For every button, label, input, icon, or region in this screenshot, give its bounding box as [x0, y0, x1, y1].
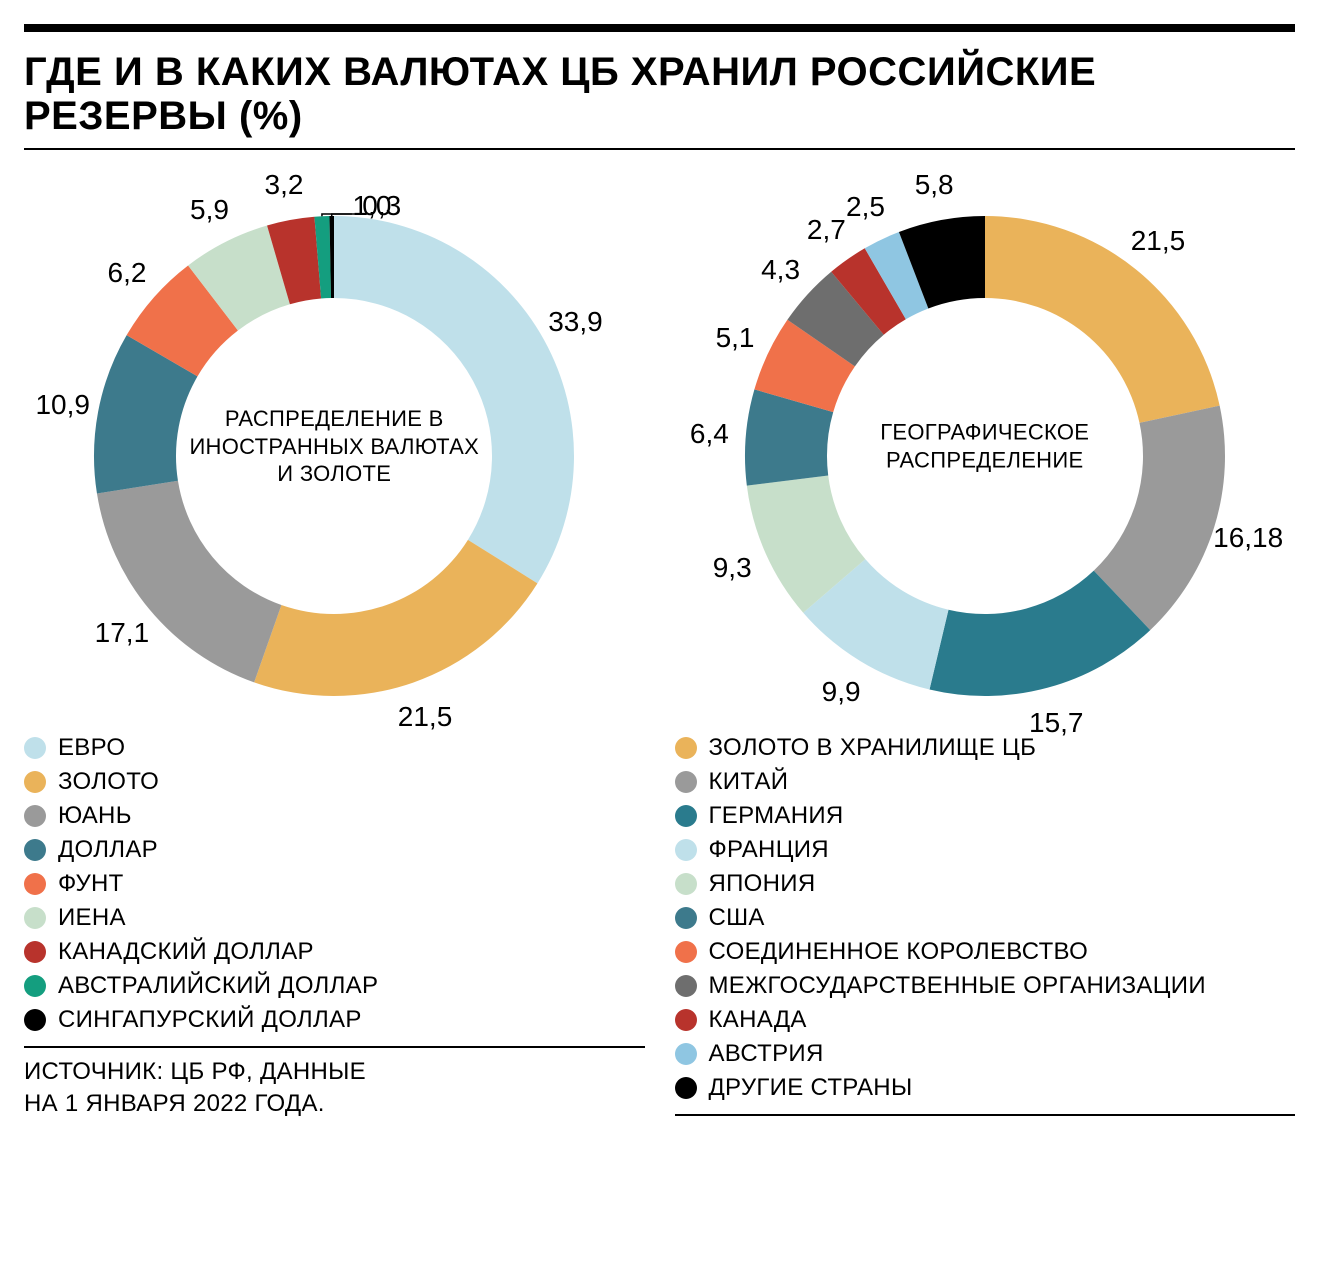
legend-label: ЗОЛОТО [58, 768, 159, 796]
slice-value-label: 6,2 [108, 257, 147, 289]
legend-row: ЗОЛОТО [24, 768, 645, 796]
slice-value-label: 4,3 [761, 254, 800, 286]
legend-swatch [675, 1077, 697, 1099]
donut-slice [334, 216, 574, 583]
slice-value-label: 21,5 [1131, 225, 1186, 257]
legend-row: ГЕРМАНИЯ [675, 802, 1296, 830]
legend-swatch [24, 941, 46, 963]
legend-label: ИЕНА [58, 904, 126, 932]
slice-value-label: 0,3 [362, 190, 401, 222]
slice-value-label: 16,18 [1213, 522, 1283, 554]
legend-label: СИНГАПУРСКИЙ ДОЛЛАР [58, 1006, 362, 1034]
rule-under-title [24, 148, 1295, 150]
legend-swatch [24, 771, 46, 793]
legend-row: КИТАЙ [675, 768, 1296, 796]
source-line-1: ИСТОЧНИК: ЦБ РФ, ДАННЫЕ [24, 1056, 645, 1088]
slice-value-label: 15,7 [1029, 707, 1084, 739]
slice-value-label: 3,2 [265, 169, 304, 201]
legend-row: ЕВРО [24, 734, 645, 762]
slice-value-label: 5,1 [716, 322, 755, 354]
legend-swatch [675, 1043, 697, 1065]
donut-slice [97, 481, 281, 683]
slice-value-label: 2,5 [846, 191, 885, 223]
slice-value-label: 17,1 [95, 617, 150, 649]
legend-swatch [675, 873, 697, 895]
legend-swatch [24, 873, 46, 895]
slice-value-label: 10,9 [35, 389, 90, 421]
legend-label: ЯПОНИЯ [709, 870, 816, 898]
legend-label: АВСТРАЛИЙСКИЙ ДОЛЛАР [58, 972, 378, 1000]
slice-value-label: 5,9 [190, 194, 229, 226]
slice-value-label: 5,8 [915, 169, 954, 201]
rule-above-source [24, 1046, 645, 1048]
legend-label: АВСТРИЯ [709, 1040, 824, 1068]
legend-label: МЕЖГОСУДАРСТВЕННЫЕ ОРГАНИЗАЦИИ [709, 972, 1206, 1000]
legend-swatch [24, 737, 46, 759]
legend-row: США [675, 904, 1296, 932]
legend-swatch [24, 1009, 46, 1031]
legend-swatch [675, 771, 697, 793]
legend-swatch [675, 941, 697, 963]
left-legend: ЕВРО ЗОЛОТО ЮАНЬ ДОЛЛАР ФУНТ ИЕНА КАНАДСКИЙ ДО… [24, 734, 645, 1034]
legend-swatch [675, 805, 697, 827]
legend-row: КАНАДСКИЙ ДОЛЛАР [24, 938, 645, 966]
legend-label: КИТАЙ [709, 768, 789, 796]
right-donut-chart: ГЕОГРАФИЧЕСКОЕ РАСПРЕДЕЛЕНИЕ 21,516,1815… [675, 166, 1296, 726]
legend-row: ИЕНА [24, 904, 645, 932]
rule-bottom-right [675, 1114, 1296, 1116]
legend-label: ФУНТ [58, 870, 124, 898]
slice-value-label: 6,4 [690, 418, 729, 450]
legend-label: ЕВРО [58, 734, 125, 762]
legend-row: СИНГАПУРСКИЙ ДОЛЛАР [24, 1006, 645, 1034]
legend-swatch [675, 975, 697, 997]
right-column: ГЕОГРАФИЧЕСКОЕ РАСПРЕДЕЛЕНИЕ 21,5 16,18 15… [675, 166, 1296, 1124]
left-column: РАСПРЕДЕЛЕНИЕ В ИНОСТРАННЫХ ВАЛЮТАХ И ЗО… [24, 166, 645, 1121]
left-donut-chart: РАСПРЕДЕЛЕНИЕ В ИНОСТРАННЫХ ВАЛЮТАХ И ЗО… [24, 166, 645, 726]
page-title: ГДЕ И В КАКИХ ВАЛЮТАХ ЦБ ХРАНИЛ РОССИЙСК… [24, 50, 1295, 138]
legend-row: МЕЖГОСУДАРСТВЕННЫЕ ОРГАНИЗАЦИИ [675, 972, 1296, 1000]
donut-slice [254, 540, 537, 696]
legend-row: ЮАНЬ [24, 802, 645, 830]
legend-swatch [675, 839, 697, 861]
legend-row: АВСТРАЛИЙСКИЙ ДОЛЛАР [24, 972, 645, 1000]
legend-label: ЮАНЬ [58, 802, 132, 830]
legend-row: ДОЛЛАР [24, 836, 645, 864]
legend-label: ЗОЛОТО В ХРАНИЛИЩЕ ЦБ [709, 734, 1037, 762]
legend-swatch [675, 907, 697, 929]
legend-label: КАНАДА [709, 1006, 807, 1034]
legend-swatch [675, 1009, 697, 1031]
legend-row: ДРУГИЕ СТРАНЫ [675, 1074, 1296, 1102]
legend-row: ФРАНЦИЯ [675, 836, 1296, 864]
slice-value-label: 33,9 [548, 306, 603, 338]
legend-swatch [24, 907, 46, 929]
right-chart-center-label: ГЕОГРАФИЧЕСКОЕ РАСПРЕДЕЛЕНИЕ [835, 419, 1135, 474]
legend-row: ФУНТ [24, 870, 645, 898]
legend-row: ЗОЛОТО В ХРАНИЛИЩЕ ЦБ [675, 734, 1296, 762]
legend-row: КАНАДА [675, 1006, 1296, 1034]
source-note: ИСТОЧНИК: ЦБ РФ, ДАННЫЕ НА 1 ЯНВАРЯ 2022… [24, 1056, 645, 1121]
legend-row: ЯПОНИЯ [675, 870, 1296, 898]
left-chart-center-label: РАСПРЕДЕЛЕНИЕ В ИНОСТРАННЫХ ВАЛЮТАХ И ЗО… [184, 405, 484, 488]
charts-row: РАСПРЕДЕЛЕНИЕ В ИНОСТРАННЫХ ВАЛЮТАХ И ЗО… [24, 166, 1295, 1124]
legend-label: США [709, 904, 765, 932]
legend-label: СОЕДИНЕННОЕ КОРОЛЕВСТВО [709, 938, 1089, 966]
legend-label: ГЕРМАНИЯ [709, 802, 844, 830]
legend-label: ФРАНЦИЯ [709, 836, 829, 864]
legend-label: ДОЛЛАР [58, 836, 158, 864]
legend-label: КАНАДСКИЙ ДОЛЛАР [58, 938, 314, 966]
legend-row: АВСТРИЯ [675, 1040, 1296, 1068]
legend-row: СОЕДИНЕННОЕ КОРОЛЕВСТВО [675, 938, 1296, 966]
rule-top [24, 24, 1295, 32]
right-legend: ЗОЛОТО В ХРАНИЛИЩЕ ЦБ КИТАЙ ГЕРМАНИЯ ФРАНЦИ… [675, 734, 1296, 1102]
source-line-2: НА 1 ЯНВАРЯ 2022 ГОДА. [24, 1088, 645, 1120]
legend-label: ДРУГИЕ СТРАНЫ [709, 1074, 913, 1102]
legend-swatch [24, 975, 46, 997]
legend-swatch [675, 737, 697, 759]
legend-swatch [24, 839, 46, 861]
slice-value-label: 9,9 [822, 676, 861, 708]
slice-value-label: 2,7 [807, 214, 846, 246]
legend-swatch [24, 805, 46, 827]
slice-value-label: 9,3 [713, 552, 752, 584]
slice-value-label: 21,5 [398, 701, 453, 733]
